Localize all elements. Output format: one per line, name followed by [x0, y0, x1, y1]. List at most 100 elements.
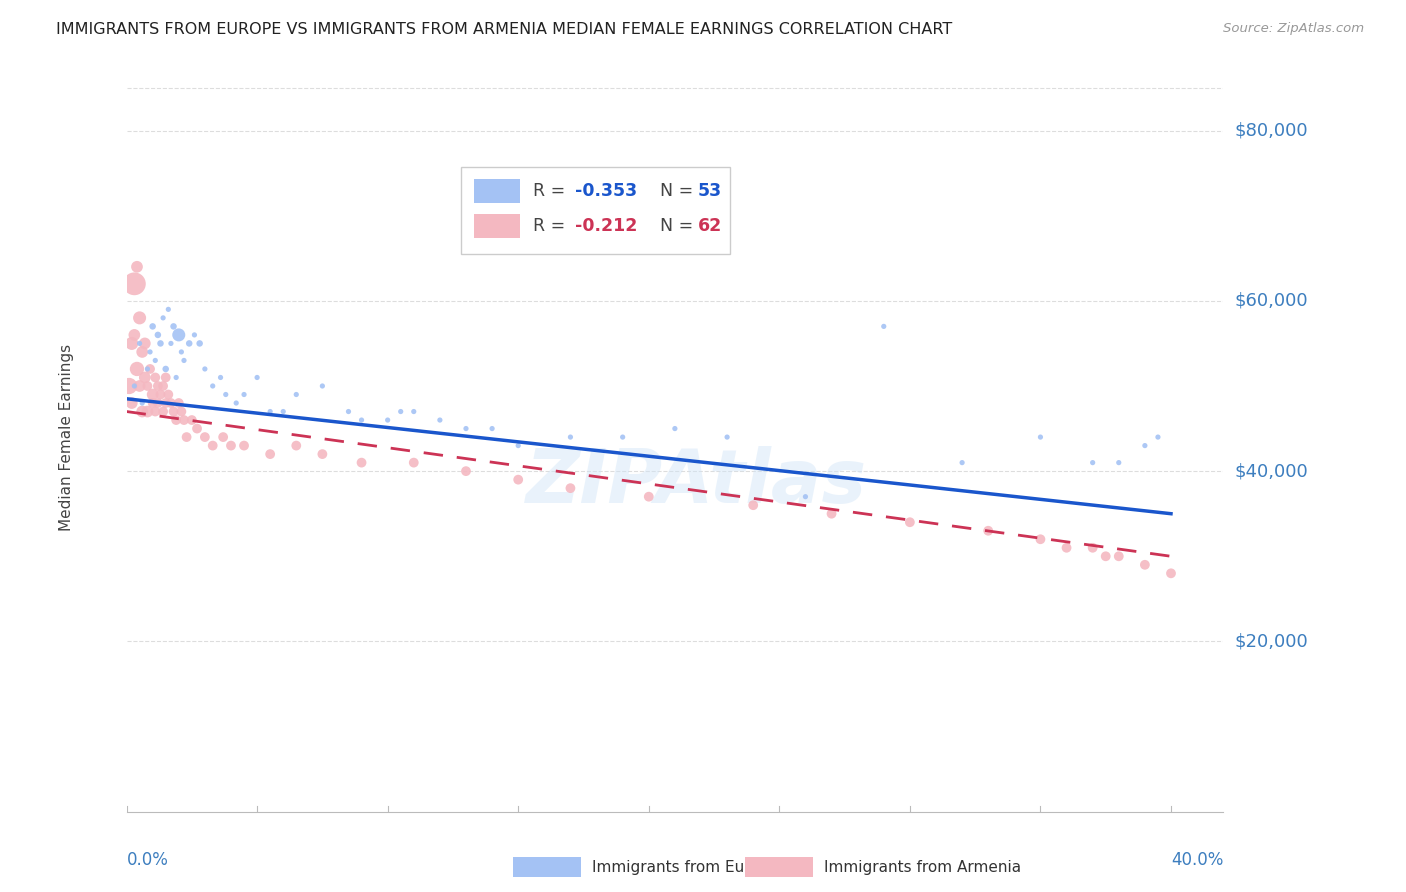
Point	[149, 387, 172, 401]
Point	[1147, 430, 1170, 444]
Text: N =: N =	[648, 182, 699, 201]
Text: Median Female Earnings: Median Female Earnings	[59, 343, 73, 531]
Point	[1056, 541, 1078, 555]
Point	[118, 379, 141, 393]
Point	[152, 404, 174, 418]
Point	[664, 421, 686, 435]
Point	[136, 362, 159, 376]
Point	[225, 396, 247, 410]
Point	[311, 379, 333, 393]
Point	[186, 421, 208, 435]
Point	[165, 413, 187, 427]
Point	[215, 387, 238, 401]
Point	[508, 439, 530, 453]
Text: -0.212: -0.212	[575, 217, 637, 235]
Point	[259, 447, 281, 461]
Point	[121, 396, 143, 410]
Point	[377, 413, 399, 427]
Point	[142, 387, 165, 401]
Point	[188, 336, 211, 351]
Text: Immigrants from Europe: Immigrants from Europe	[592, 860, 779, 874]
Point	[142, 396, 165, 410]
Text: R =: R =	[533, 182, 571, 201]
Point	[977, 524, 1000, 538]
Point	[165, 370, 187, 384]
Point	[350, 413, 373, 427]
Point	[146, 327, 169, 342]
Text: ZIPAtlas: ZIPAtlas	[526, 445, 868, 518]
Point	[157, 302, 180, 317]
Point	[155, 362, 177, 376]
Point	[142, 319, 165, 334]
Point	[167, 396, 190, 410]
Point	[1133, 439, 1156, 453]
Point	[134, 336, 156, 351]
Point	[136, 404, 159, 418]
Point	[285, 439, 308, 453]
Point	[716, 430, 738, 444]
Point	[146, 396, 169, 410]
Point	[219, 439, 242, 453]
Point	[481, 421, 503, 435]
Point	[139, 362, 162, 376]
Point	[134, 370, 156, 384]
Point	[742, 498, 765, 512]
Text: 62: 62	[697, 217, 723, 235]
Point	[162, 404, 184, 418]
Point	[131, 345, 153, 359]
Point	[143, 370, 166, 384]
Point	[454, 464, 477, 478]
Point	[152, 379, 174, 393]
Point	[233, 439, 256, 453]
Point	[160, 396, 183, 410]
Point	[162, 319, 184, 334]
Point	[170, 345, 193, 359]
Point	[131, 396, 153, 410]
Point	[125, 362, 148, 376]
FancyBboxPatch shape	[461, 168, 730, 253]
Point	[155, 370, 177, 384]
Point	[155, 396, 177, 410]
Point	[179, 336, 201, 351]
Point	[246, 370, 269, 384]
Point	[1108, 456, 1130, 470]
Point	[143, 404, 166, 418]
Text: IMMIGRANTS FROM EUROPE VS IMMIGRANTS FROM ARMENIA MEDIAN FEMALE EARNINGS CORRELA: IMMIGRANTS FROM EUROPE VS IMMIGRANTS FRO…	[56, 22, 952, 37]
Text: $20,000: $20,000	[1234, 632, 1308, 650]
Point	[1094, 549, 1116, 564]
Point	[1133, 558, 1156, 572]
Text: -0.353: -0.353	[575, 182, 637, 201]
Point	[454, 421, 477, 435]
Point	[337, 404, 360, 418]
Point	[1029, 430, 1052, 444]
Point	[121, 336, 143, 351]
Text: Source: ZipAtlas.com: Source: ZipAtlas.com	[1223, 22, 1364, 36]
Point	[873, 319, 896, 334]
Point	[950, 456, 973, 470]
Point	[350, 456, 373, 470]
Point	[124, 327, 146, 342]
Point	[233, 387, 256, 401]
Point	[560, 481, 582, 495]
Point	[124, 277, 146, 291]
Point	[167, 327, 190, 342]
Point	[429, 413, 451, 427]
Point	[402, 404, 425, 418]
Point	[194, 362, 217, 376]
FancyBboxPatch shape	[474, 179, 520, 203]
Point	[125, 260, 148, 274]
Point	[194, 430, 217, 444]
Point	[128, 336, 150, 351]
Point	[136, 379, 159, 393]
Text: N =: N =	[648, 217, 699, 235]
Point	[152, 310, 174, 325]
Point	[1108, 549, 1130, 564]
Point	[131, 404, 153, 418]
Point	[149, 336, 172, 351]
Point	[285, 387, 308, 401]
Point	[176, 430, 198, 444]
Text: 53: 53	[697, 182, 723, 201]
Point	[1160, 566, 1182, 581]
Point	[128, 310, 150, 325]
Point	[160, 336, 183, 351]
